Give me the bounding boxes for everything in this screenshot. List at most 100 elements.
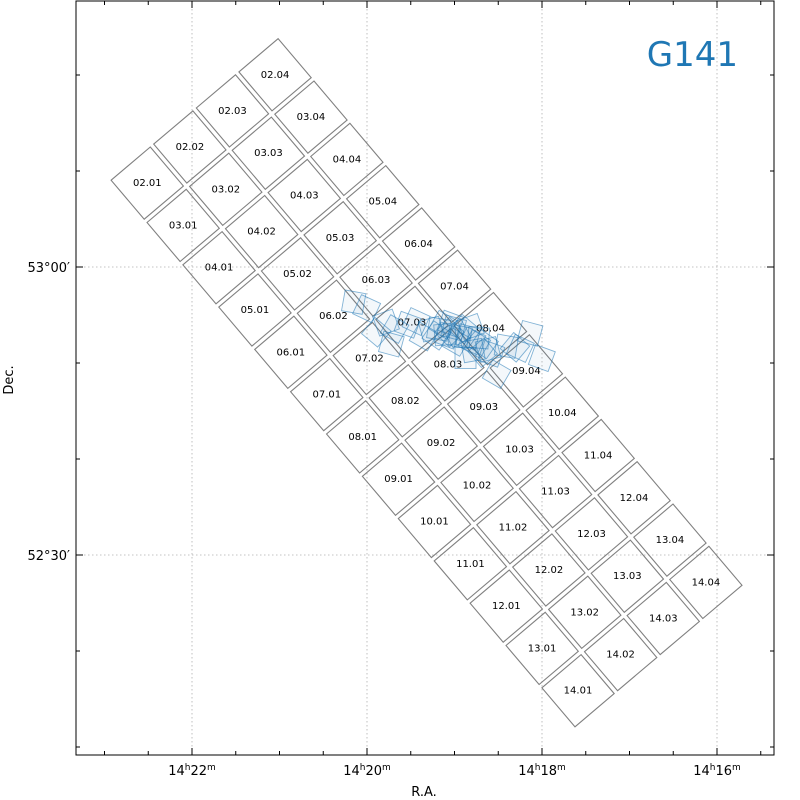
mosaic-cell [489,334,564,408]
cell-label: 03.01 [169,220,198,231]
pointing-footprint [360,316,392,348]
cell-label: 13.03 [613,571,642,582]
mosaic-cell [590,539,665,614]
mosaic-cell [446,370,521,444]
cell-label: 11.02 [499,523,528,534]
y-tick-label: 53°00′ [27,261,70,276]
x-axis-label: R.A. [411,785,437,800]
y-axis-label: Dec. [2,365,17,394]
chart-title: G141 [647,35,738,75]
x-tick-label: 14h18m [518,763,566,779]
mosaic-cell [231,116,306,191]
pointing-footprint [454,347,477,370]
mosaic-cell [238,37,312,112]
mosaic-cell [561,418,636,493]
y-tick-label: 52°30′ [27,549,70,564]
cell-label: 04.03 [290,191,319,202]
mosaic-cell [505,611,580,686]
x-tick-label: 14h22m [168,763,216,779]
mosaic-cell [482,412,557,487]
cell-label: 11.01 [456,559,485,570]
mosaic-cell [274,80,348,154]
mosaic-cell [469,569,544,643]
grid-lines [76,1,774,755]
cell-label: 06.04 [404,239,433,250]
mosaic-cell [110,146,185,220]
mosaic-cell [404,406,479,480]
mosaic-cell [626,581,701,656]
pointing-footprint [371,308,400,337]
mosaic-cell [195,74,270,148]
cell-label: 14.01 [564,686,593,697]
cell-label: 11.03 [541,487,570,498]
mosaic-cell [296,279,371,354]
cell-label: 12.04 [620,493,649,504]
cell-label: 03.02 [211,184,240,195]
pointing-footprint [352,294,382,324]
mosaic-cell [303,200,378,275]
mosaic-cell [375,285,449,360]
mosaic-cell [152,110,227,184]
cell-label: 12.03 [577,529,606,540]
pointing-footprint [377,330,405,358]
mosaic-footprint: 02.01 02.02 02.03 02.04 03.01 03.02 03.03 03.04… [110,37,743,728]
mosaic-cell [397,484,472,559]
mosaic-cell [253,315,328,390]
mosaic-cell [440,448,514,523]
pointing-footprint [527,344,556,373]
mosaic-cell [289,357,364,432]
mosaic-cell [309,122,384,197]
cell-label: 03.03 [254,148,283,159]
cell-label: 09.03 [469,402,498,413]
cell-label: 14.04 [692,577,721,588]
cell-label: 05.01 [241,305,270,316]
mosaic-cell [368,363,443,438]
mosaic-cell [218,273,292,347]
mosaic-cell [339,243,413,317]
cell-label: 05.03 [326,233,355,244]
cell-label: 05.02 [283,269,312,280]
cell-label: 10.03 [505,444,534,455]
pointing-footprint [468,328,500,360]
cell-label: 06.03 [362,275,391,286]
cell-label: 10.02 [463,480,492,491]
pointing-footprint [499,331,531,363]
pointing-footprint [516,319,544,347]
mosaic-cell [541,653,615,728]
cell-label: 02.01 [133,178,162,189]
cell-label: 08.01 [348,432,377,443]
cell-label: 12.01 [492,601,521,612]
cell-label: 06.01 [276,347,305,358]
cell-label: 12.02 [535,565,564,576]
cell-label: 14.02 [606,650,635,661]
cell-label: 02.03 [218,106,247,117]
mosaic-cell [583,617,658,692]
cell-label: 09.04 [512,366,541,377]
mosaic-cell [547,575,622,650]
mosaic-cell [146,188,221,263]
mosaic-cell [476,490,550,565]
mosaic-cell [260,237,335,311]
pointing-footprint [493,333,520,359]
cell-label: 06.02 [319,311,348,322]
mosaic-cell [325,400,400,474]
pointing-footprint [467,337,499,369]
mosaic-cell [525,376,600,451]
cell-label: 04.02 [247,227,276,238]
cell-label: 08.04 [476,324,505,335]
pointing-footprint [340,289,367,315]
cell-label: 05.04 [368,197,397,208]
mosaic-cell [381,207,456,281]
cell-label: 11.04 [584,451,613,462]
plot-frame [75,0,775,756]
cell-label: 07.01 [312,390,341,401]
x-tick-label: 14h20m [343,763,391,779]
pointing-footprint [505,333,535,363]
mosaic-cell [433,526,508,601]
axis-ticks: 14h22m 14h20m 14h18m 14h16m 53°00′ 52°30′ [27,1,774,779]
pointing-footprint [408,321,439,352]
mosaic-cell [361,442,436,517]
cell-label: 14.03 [649,614,678,625]
cell-label: 07.03 [398,317,427,328]
